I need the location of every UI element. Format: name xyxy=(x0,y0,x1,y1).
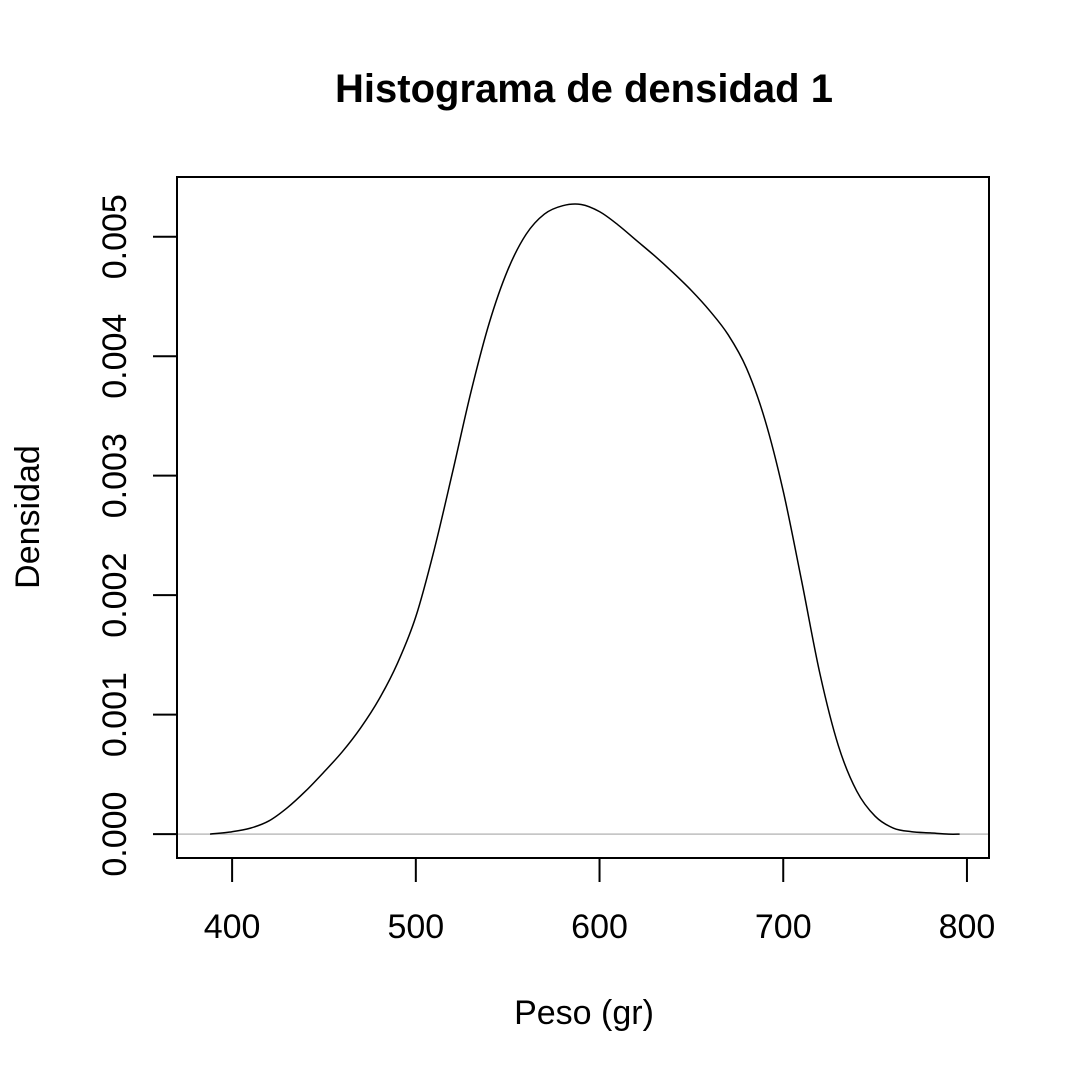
y-tick-label: 0.003 xyxy=(96,433,134,518)
x-tick-label: 400 xyxy=(204,908,261,946)
y-tick-label: 0.005 xyxy=(96,194,134,279)
x-tick-label: 600 xyxy=(571,908,628,946)
y-tick-label: 0.004 xyxy=(96,314,134,399)
density-curve xyxy=(209,203,960,835)
y-tick-label: 0.002 xyxy=(96,553,134,638)
chart-title: Histograma de densidad 1 xyxy=(335,67,833,111)
plot-frame xyxy=(176,176,990,859)
y-tick-label: 0.001 xyxy=(96,672,134,757)
x-tick-label: 700 xyxy=(755,908,812,946)
y-axis-label: Densidad xyxy=(9,445,47,589)
x-tick-label: 500 xyxy=(387,908,444,946)
y-tick-label: 0.000 xyxy=(96,792,134,877)
x-axis-label: Peso (gr) xyxy=(514,994,654,1032)
y-axis: 0.000 0.001 0.002 0.003 0.004 0.005 xyxy=(96,194,178,877)
x-axis: 400 500 600 700 800 xyxy=(204,857,996,946)
x-tick-label: 800 xyxy=(939,908,996,946)
